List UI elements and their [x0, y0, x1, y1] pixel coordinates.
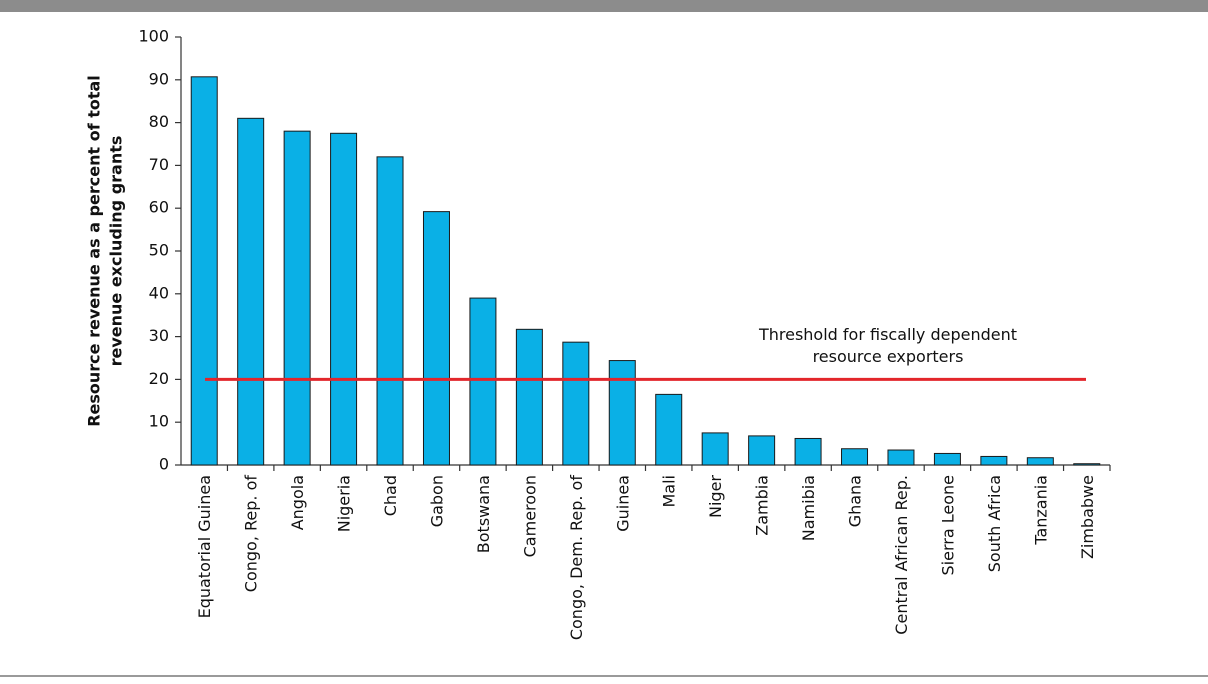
x-tick-label: Sierra Leone	[938, 475, 957, 575]
bar	[701, 432, 729, 466]
bar	[841, 448, 869, 466]
y-tick-label: 60	[149, 198, 169, 217]
x-tick-label: Congo, Dem. Rep. of	[567, 475, 586, 641]
x-tick-label: Ghana	[846, 475, 865, 527]
x-tick-label: Mali	[660, 475, 679, 508]
bottom-rule	[0, 675, 1208, 677]
x-tick-label: Central African Rep.	[892, 475, 911, 635]
bar	[1073, 463, 1101, 466]
y-tick-label: 20	[149, 369, 169, 388]
bar	[655, 393, 683, 466]
y-axis-label: revenue excluding grants	[107, 136, 126, 367]
x-tick-label: Chad	[381, 475, 400, 516]
y-tick-label: 30	[149, 326, 169, 345]
bar	[469, 297, 497, 466]
y-tick-label: 0	[159, 455, 169, 474]
x-tick-label: Tanzania	[1031, 475, 1050, 546]
x-tick-label: Nigeria	[335, 475, 354, 532]
bar	[330, 132, 358, 466]
x-tick-label: South Africa	[985, 475, 1004, 572]
x-tick-label: Zimbabwe	[1078, 475, 1097, 559]
x-tick-label: Gabon	[427, 475, 446, 527]
y-tick-label: 100	[138, 27, 169, 46]
bar	[515, 328, 543, 466]
bar	[283, 130, 311, 466]
top-bar	[0, 0, 1208, 12]
bar	[794, 437, 822, 466]
x-tick-label: Botswana	[474, 475, 493, 553]
bar	[1026, 457, 1054, 466]
y-axis-label: Resource revenue as a percent of total	[85, 75, 104, 427]
x-tick-label: Niger	[706, 475, 725, 518]
bar	[237, 117, 265, 466]
bar	[608, 360, 636, 466]
y-tick-label: 90	[149, 69, 169, 88]
y-tick-label: 40	[149, 283, 169, 302]
y-tick-label: 80	[149, 112, 169, 131]
y-tick-label: 50	[149, 241, 169, 260]
y-tick-label: 70	[149, 155, 169, 174]
x-tick-label: Congo, Rep. of	[242, 475, 261, 593]
bar	[562, 341, 590, 466]
x-tick-label: Cameroon	[520, 475, 539, 557]
bar	[748, 435, 776, 466]
y-tick-label: 10	[149, 412, 169, 431]
bar	[887, 449, 915, 466]
bar	[422, 211, 450, 466]
annotation: resource exporters	[813, 347, 964, 366]
bar	[376, 156, 404, 466]
annotation: Threshold for fiscally dependent	[758, 325, 1017, 344]
x-tick-label: Guinea	[613, 475, 632, 532]
x-tick-label: Zambia	[753, 475, 772, 536]
bar	[933, 452, 961, 466]
x-tick-label: Namibia	[799, 475, 818, 541]
x-tick-label: Equatorial Guinea	[195, 475, 214, 618]
bar	[190, 76, 218, 466]
bar	[980, 455, 1008, 466]
x-tick-label: Angola	[288, 475, 307, 530]
